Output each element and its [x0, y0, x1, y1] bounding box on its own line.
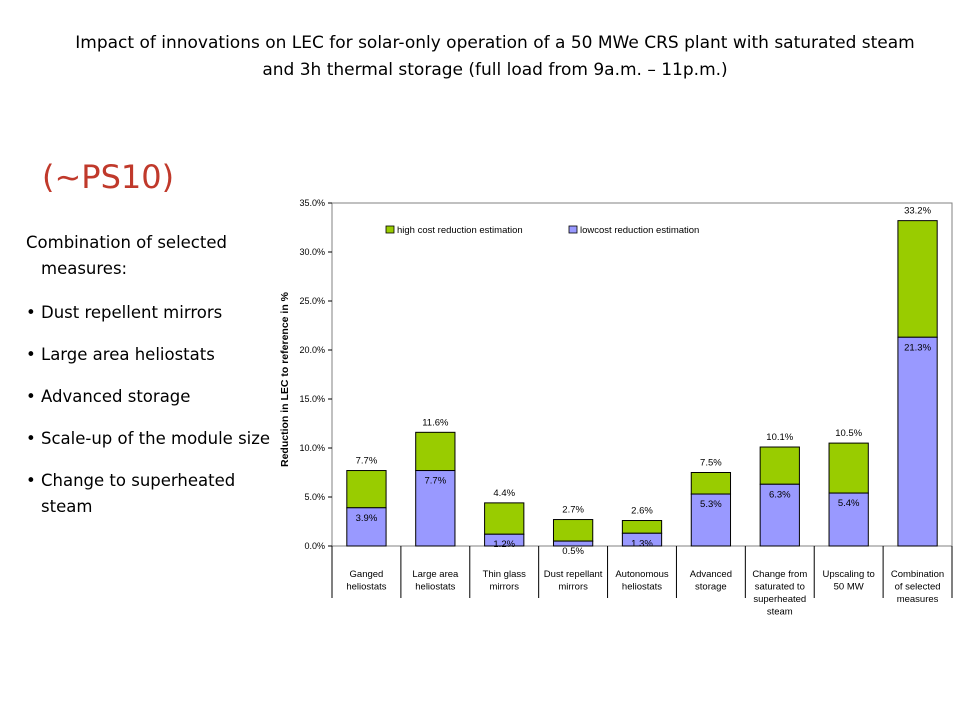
- data-label-high: 2.7%: [562, 505, 584, 516]
- x-tick-label: Ganged: [350, 569, 384, 580]
- data-label-low: 3.9%: [356, 513, 378, 524]
- data-label-low: 1.3%: [631, 538, 653, 549]
- bullet-icon: •: [26, 429, 36, 448]
- bar-high-cost: [346, 470, 387, 509]
- data-label-high: 2.6%: [631, 506, 653, 517]
- data-label-low: 5.4%: [838, 498, 860, 509]
- bar-high-cost: [690, 472, 732, 495]
- y-tick-label: 5.0%: [304, 492, 325, 502]
- x-tick-label: of selected: [895, 582, 941, 593]
- bar-low-cost: [759, 483, 800, 547]
- slide-title: Impact of innovations on LEC for solar-o…: [75, 33, 915, 80]
- data-label-low: 0.5%: [562, 546, 584, 557]
- x-tick-label: Large area: [412, 569, 459, 580]
- legend-swatch-high: [385, 225, 395, 234]
- bar-low-cost: [897, 336, 938, 547]
- y-tick-label: 15.0%: [299, 394, 325, 404]
- x-tick-label: Thin glass: [483, 569, 527, 580]
- x-tick-label: Upscaling to: [823, 569, 875, 580]
- data-label-low: 21.3%: [904, 342, 931, 353]
- x-tick-label: mirrors: [489, 582, 519, 593]
- list-item-text: Advanced storage: [41, 387, 191, 406]
- bar-low-cost: [346, 507, 387, 547]
- x-tick-label: storage: [695, 582, 727, 593]
- data-label-high: 7.7%: [356, 456, 378, 467]
- bar-high-cost: [828, 442, 869, 494]
- x-tick-label: mirrors: [558, 582, 588, 593]
- x-tick-label: steam: [767, 607, 793, 618]
- bar-high-cost: [552, 519, 594, 542]
- data-label-high: 4.4%: [493, 488, 515, 499]
- y-axis-label: Reduction in LEC to reference in %: [279, 291, 291, 467]
- bar-high-cost: [897, 220, 938, 338]
- x-tick-label: saturated to: [755, 582, 805, 593]
- x-tick-label: Autonomous: [615, 569, 669, 580]
- x-tick-label: superheated: [753, 594, 806, 605]
- legend-swatch-low: [568, 225, 578, 234]
- y-tick-label: 20.0%: [299, 345, 325, 355]
- x-tick-label: heliostats: [622, 582, 662, 593]
- x-tick-label: Advanced: [690, 569, 732, 580]
- measure-list: • Dust repellent mirrors • Large area heli…: [26, 300, 276, 536]
- y-tick-label: 10.0%: [299, 443, 325, 453]
- intro-label: Combination of selected measures:: [26, 233, 227, 278]
- data-label-high: 33.2%: [904, 206, 931, 217]
- list-item: • Advanced storage: [26, 384, 276, 410]
- bar-low-cost: [828, 492, 869, 547]
- slide-subtitle: (~PS10): [42, 158, 175, 196]
- data-label-low: 6.3%: [769, 489, 791, 500]
- y-tick-label: 0.0%: [304, 541, 325, 551]
- bar-high-cost: [415, 431, 456, 472]
- y-tick-label: 25.0%: [299, 296, 325, 306]
- bullet-icon: •: [26, 345, 36, 364]
- x-tick-label: heliostats: [346, 582, 386, 593]
- bar-low-cost: [621, 532, 663, 547]
- bullet-icon: •: [26, 471, 36, 490]
- x-tick-label: heliostats: [415, 582, 455, 593]
- list-item: • Large area heliostats: [26, 342, 276, 368]
- list-item: • Dust repellent mirrors: [26, 300, 276, 326]
- data-label-high: 10.1%: [766, 432, 793, 443]
- list-item-text: Change to superheated steam: [41, 471, 236, 516]
- x-tick-label: Combination: [891, 569, 944, 580]
- data-label-low: 5.3%: [700, 499, 722, 510]
- bullet-icon: •: [26, 303, 36, 322]
- bar-high-cost: [484, 502, 525, 535]
- data-label-high: 7.5%: [700, 458, 722, 469]
- data-label-high: 10.5%: [835, 428, 862, 439]
- bar-low-cost: [415, 470, 456, 547]
- list-item-text: Dust repellent mirrors: [41, 303, 223, 322]
- bar-high-cost: [621, 520, 663, 534]
- data-label-low: 1.2%: [493, 539, 515, 550]
- bar-low-cost: [690, 493, 732, 547]
- bar-high-cost: [759, 446, 800, 485]
- x-tick-label: 50 MW: [834, 582, 864, 593]
- legend-label-high: high cost reduction estimation: [397, 225, 523, 236]
- x-tick-label: Change from: [752, 569, 807, 580]
- y-tick-label: 30.0%: [299, 247, 325, 257]
- list-item: • Change to superheated steam: [26, 468, 276, 520]
- data-label-low: 7.7%: [425, 476, 447, 487]
- bar-low-cost: [484, 533, 525, 547]
- legend-label-low: lowcost reduction estimation: [580, 225, 699, 236]
- data-label-high: 11.6%: [422, 417, 449, 428]
- list-item-text: Scale-up of the module size: [41, 429, 271, 448]
- list-item-text: Large area heliostats: [41, 345, 215, 364]
- bullet-icon: •: [26, 387, 36, 406]
- intro-text: Combination of selected measures:: [26, 230, 276, 282]
- x-tick-label: measures: [897, 594, 939, 605]
- y-tick-label: 35.0%: [299, 198, 325, 208]
- lec-reduction-chart: 0.0% 5.0% 10.0% 15.0% 20.0% 25.0% 30.0% 35.0% Re…: [279, 198, 953, 618]
- list-item: • Scale-up of the module size: [26, 426, 276, 452]
- x-tick-label: Dust repellant: [544, 569, 603, 580]
- bar-low-cost: [552, 540, 594, 547]
